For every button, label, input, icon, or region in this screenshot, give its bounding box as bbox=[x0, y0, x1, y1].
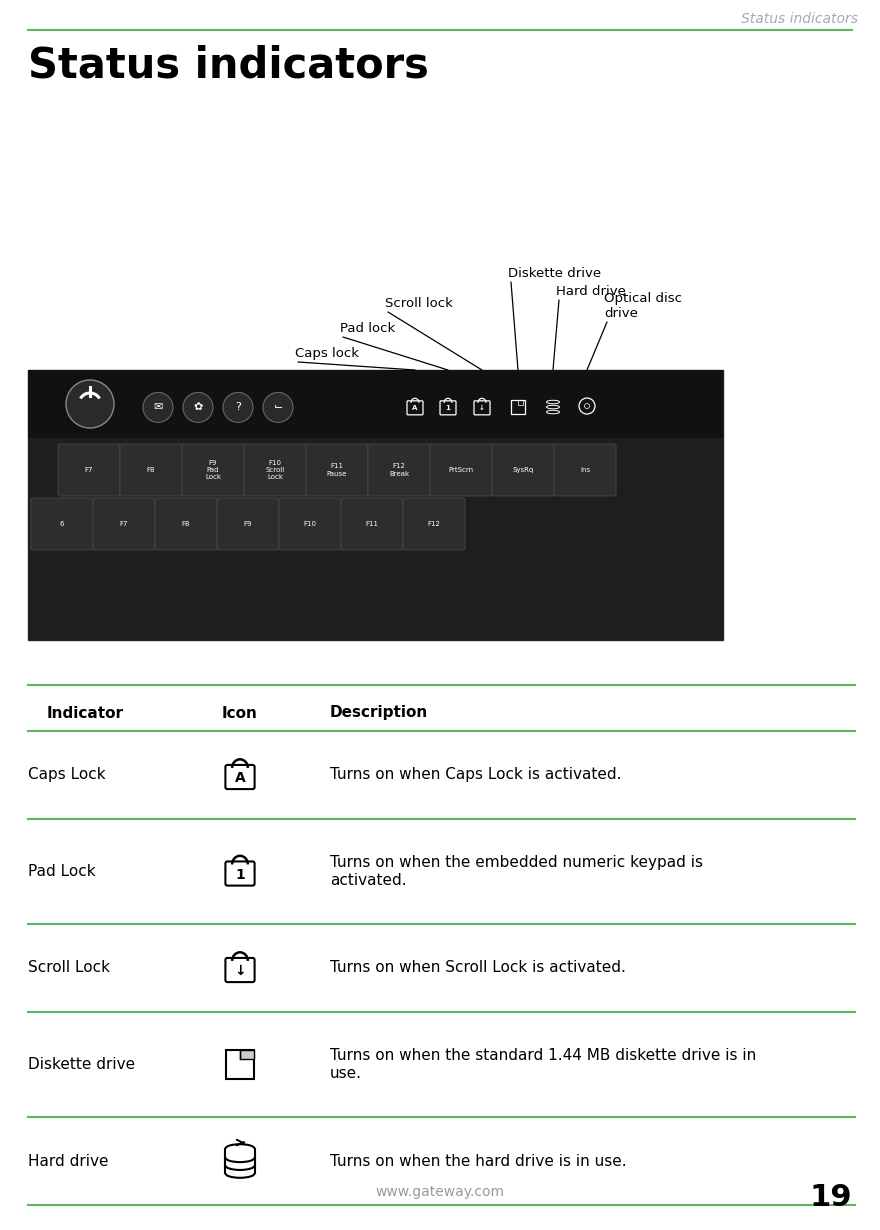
Text: PrtScrn: PrtScrn bbox=[449, 467, 473, 474]
Text: Pad lock: Pad lock bbox=[340, 322, 395, 335]
Text: Indicator: Indicator bbox=[47, 706, 123, 721]
Text: 1: 1 bbox=[445, 405, 451, 411]
Text: Caps Lock: Caps Lock bbox=[28, 768, 106, 782]
Text: 6: 6 bbox=[60, 522, 64, 526]
Text: F11
Pause: F11 Pause bbox=[326, 464, 348, 476]
Text: F9: F9 bbox=[244, 522, 253, 526]
FancyBboxPatch shape bbox=[492, 444, 554, 496]
Text: Status indicators: Status indicators bbox=[741, 12, 858, 26]
Text: Caps lock: Caps lock bbox=[295, 347, 359, 360]
Text: Diskette drive: Diskette drive bbox=[28, 1057, 136, 1073]
Text: Turns on when Scroll Lock is activated.: Turns on when Scroll Lock is activated. bbox=[330, 961, 626, 975]
Text: ?: ? bbox=[235, 402, 241, 412]
Text: F8: F8 bbox=[182, 522, 190, 526]
Circle shape bbox=[143, 392, 173, 422]
FancyBboxPatch shape bbox=[225, 861, 254, 886]
Circle shape bbox=[263, 392, 293, 422]
Text: Optical disc
drive: Optical disc drive bbox=[604, 292, 682, 320]
FancyBboxPatch shape bbox=[279, 498, 341, 550]
Bar bbox=[226, 1049, 254, 1079]
FancyBboxPatch shape bbox=[217, 498, 279, 550]
Text: F10: F10 bbox=[304, 522, 317, 526]
Text: Scroll lock: Scroll lock bbox=[385, 296, 453, 310]
Text: Hard drive: Hard drive bbox=[556, 285, 626, 298]
FancyBboxPatch shape bbox=[554, 444, 616, 496]
Text: F11: F11 bbox=[365, 522, 378, 526]
Circle shape bbox=[183, 392, 213, 422]
FancyBboxPatch shape bbox=[93, 498, 155, 550]
Bar bbox=[240, 1050, 254, 1059]
FancyBboxPatch shape bbox=[306, 444, 368, 496]
Bar bbox=[518, 400, 523, 405]
FancyBboxPatch shape bbox=[430, 444, 492, 496]
Text: ✉: ✉ bbox=[153, 402, 163, 412]
Text: www.gateway.com: www.gateway.com bbox=[376, 1184, 504, 1199]
Text: ⌙: ⌙ bbox=[274, 402, 282, 412]
Text: A: A bbox=[413, 405, 418, 411]
Text: F7: F7 bbox=[120, 522, 128, 526]
FancyBboxPatch shape bbox=[120, 444, 182, 496]
FancyBboxPatch shape bbox=[368, 444, 430, 496]
Circle shape bbox=[223, 392, 253, 422]
Bar bbox=[28, 370, 723, 640]
FancyBboxPatch shape bbox=[31, 498, 93, 550]
FancyBboxPatch shape bbox=[182, 444, 244, 496]
Text: Pad Lock: Pad Lock bbox=[28, 863, 96, 879]
Bar bbox=[511, 400, 525, 415]
FancyBboxPatch shape bbox=[225, 958, 254, 982]
Text: Turns on when the embedded numeric keypad is
activated.: Turns on when the embedded numeric keypa… bbox=[330, 855, 703, 888]
Text: Scroll Lock: Scroll Lock bbox=[28, 961, 110, 975]
Text: A: A bbox=[235, 771, 246, 785]
Text: Ins: Ins bbox=[580, 467, 590, 474]
Text: F9
Pad
Lock: F9 Pad Lock bbox=[205, 460, 221, 480]
Text: SysRq: SysRq bbox=[512, 467, 533, 474]
Text: Turns on when the hard drive is in use.: Turns on when the hard drive is in use. bbox=[330, 1154, 627, 1168]
Circle shape bbox=[66, 380, 114, 428]
Text: Turns on when Caps Lock is activated.: Turns on when Caps Lock is activated. bbox=[330, 768, 621, 782]
Text: F12
Break: F12 Break bbox=[389, 464, 409, 476]
FancyBboxPatch shape bbox=[58, 444, 120, 496]
Text: Icon: Icon bbox=[222, 706, 258, 721]
Text: 19: 19 bbox=[810, 1183, 852, 1213]
FancyBboxPatch shape bbox=[244, 444, 306, 496]
FancyBboxPatch shape bbox=[403, 498, 465, 550]
Text: ✿: ✿ bbox=[194, 402, 202, 412]
Text: F12: F12 bbox=[428, 522, 440, 526]
Text: Status indicators: Status indicators bbox=[28, 46, 429, 87]
FancyBboxPatch shape bbox=[155, 498, 217, 550]
Text: F8: F8 bbox=[147, 467, 155, 474]
Text: F10
Scroll
Lock: F10 Scroll Lock bbox=[266, 460, 284, 480]
FancyBboxPatch shape bbox=[341, 498, 403, 550]
FancyBboxPatch shape bbox=[225, 765, 254, 790]
Bar bbox=[28, 370, 723, 438]
Text: F7: F7 bbox=[84, 467, 93, 474]
Text: Diskette drive: Diskette drive bbox=[508, 267, 601, 280]
Text: Hard drive: Hard drive bbox=[28, 1154, 108, 1168]
Text: ↓: ↓ bbox=[479, 405, 485, 411]
Text: Turns on when the standard 1.44 MB diskette drive is in
use.: Turns on when the standard 1.44 MB diske… bbox=[330, 1048, 756, 1081]
Text: ↓: ↓ bbox=[234, 964, 246, 978]
Text: Description: Description bbox=[330, 706, 429, 721]
Text: 1: 1 bbox=[235, 867, 245, 882]
